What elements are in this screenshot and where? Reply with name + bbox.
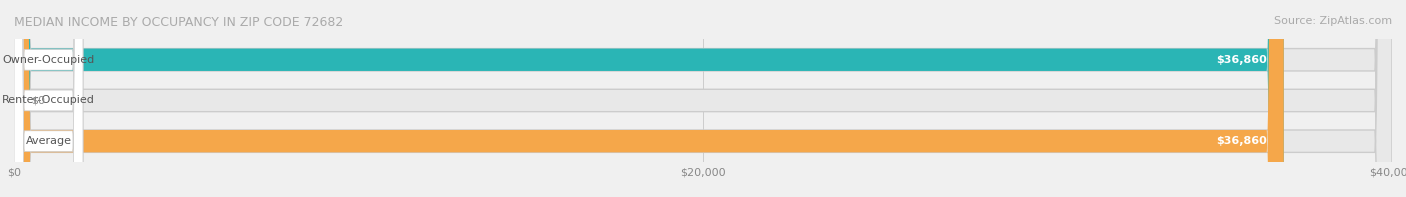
Text: $0: $0: [31, 96, 45, 105]
Text: Renter-Occupied: Renter-Occupied: [1, 96, 96, 105]
Text: Source: ZipAtlas.com: Source: ZipAtlas.com: [1274, 16, 1392, 26]
Text: Owner-Occupied: Owner-Occupied: [3, 55, 94, 65]
FancyBboxPatch shape: [14, 0, 83, 197]
FancyBboxPatch shape: [14, 0, 83, 197]
FancyBboxPatch shape: [14, 0, 1284, 197]
FancyBboxPatch shape: [14, 0, 83, 197]
FancyBboxPatch shape: [14, 0, 1392, 197]
Text: $36,860: $36,860: [1216, 55, 1267, 65]
Text: Average: Average: [25, 136, 72, 146]
FancyBboxPatch shape: [14, 0, 1284, 197]
FancyBboxPatch shape: [14, 0, 1392, 197]
Text: MEDIAN INCOME BY OCCUPANCY IN ZIP CODE 72682: MEDIAN INCOME BY OCCUPANCY IN ZIP CODE 7…: [14, 16, 343, 29]
Text: $36,860: $36,860: [1216, 136, 1267, 146]
FancyBboxPatch shape: [14, 0, 1392, 197]
